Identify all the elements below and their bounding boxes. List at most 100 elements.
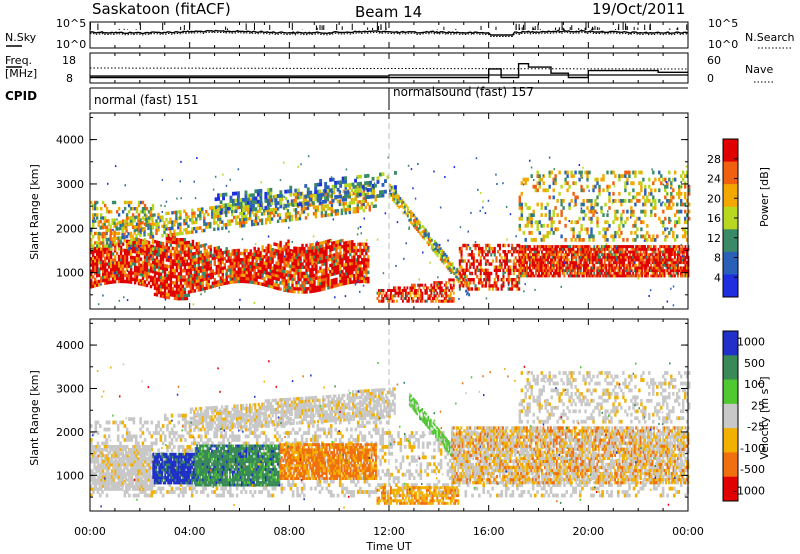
power-cell — [337, 270, 340, 275]
power-cell — [121, 234, 125, 239]
power-cell — [96, 255, 99, 259]
power-cell — [141, 228, 145, 233]
power-cell — [635, 263, 638, 267]
power-cell — [229, 268, 232, 272]
power-cell — [237, 251, 240, 256]
power-cell — [173, 293, 177, 297]
power-cell — [175, 284, 179, 288]
power-cell — [161, 245, 165, 249]
power-cell — [309, 283, 312, 288]
power-cell — [592, 188, 595, 193]
power-cell — [195, 248, 198, 252]
power-cell — [469, 281, 472, 285]
power-cell — [433, 286, 436, 290]
power-cell — [299, 284, 302, 288]
power-cell — [173, 223, 176, 227]
power-cell — [145, 277, 149, 281]
power-cell — [304, 201, 308, 206]
power-cell — [293, 271, 296, 275]
power-cell — [175, 259, 179, 263]
power-cell — [564, 177, 567, 182]
power-cell — [476, 259, 479, 263]
power-cell — [479, 259, 482, 263]
power-cell — [484, 281, 487, 285]
power-cell — [117, 261, 121, 265]
power-cell — [669, 271, 672, 275]
power-cell — [509, 271, 512, 276]
power-cell — [259, 192, 263, 197]
power-cell — [269, 259, 272, 264]
power-cell — [479, 256, 482, 260]
power-cell — [287, 251, 290, 256]
power-cell — [253, 262, 256, 266]
power-cell — [305, 249, 308, 254]
power-cell — [329, 248, 332, 252]
power-cell — [129, 249, 133, 253]
power-cell — [596, 177, 599, 182]
power-cell — [141, 264, 145, 268]
power-cell — [361, 276, 364, 280]
power-cell — [111, 231, 115, 236]
power-cell — [353, 274, 356, 278]
power-cell — [189, 274, 193, 278]
power-cell — [109, 249, 113, 253]
power-cell — [123, 207, 127, 211]
power-cell — [363, 245, 366, 249]
power-cell — [121, 273, 125, 277]
power-cell — [281, 275, 284, 279]
power-cell — [251, 252, 254, 256]
power-cell — [366, 188, 370, 192]
power-cell — [195, 217, 198, 221]
power-cell — [98, 261, 101, 265]
power-cell — [123, 264, 127, 268]
power-cell — [538, 250, 540, 254]
power-cell — [219, 276, 222, 280]
power-cell — [197, 279, 200, 283]
power-cell — [105, 250, 109, 254]
power-cell — [297, 249, 300, 254]
power-cell — [590, 220, 593, 225]
power-cell — [94, 249, 97, 254]
power-cell — [289, 267, 292, 272]
power-cell — [330, 194, 334, 198]
power-cell — [133, 265, 137, 269]
power-cell — [201, 281, 204, 285]
power-cell — [94, 277, 97, 282]
power-cell — [299, 277, 302, 282]
power-cell — [285, 248, 288, 252]
power-cell — [293, 258, 296, 263]
power-cell — [197, 248, 200, 252]
power-cell — [299, 246, 302, 251]
power-cell — [324, 189, 328, 193]
power-cell — [287, 282, 290, 287]
power-cell — [562, 199, 565, 203]
power-cell — [313, 252, 316, 256]
power-cell — [247, 270, 250, 275]
power-cell — [269, 284, 272, 289]
power-cell — [245, 220, 248, 224]
power-cell — [159, 250, 163, 255]
power-cell — [102, 247, 105, 252]
power-cell — [317, 248, 320, 252]
power-cell — [237, 255, 240, 259]
power-cell — [293, 268, 296, 272]
power-cell — [284, 218, 288, 223]
power-cell — [348, 207, 351, 211]
power-cell — [92, 284, 95, 288]
power-cell — [277, 243, 280, 247]
power-cell — [161, 242, 165, 246]
power-cell — [553, 266, 555, 270]
power-cell — [173, 281, 177, 285]
power-cell — [197, 282, 200, 286]
power-cell — [143, 222, 147, 226]
power-cell — [593, 269, 596, 273]
power-cell — [195, 229, 198, 234]
power-cell — [355, 270, 358, 275]
power-cell — [171, 268, 175, 272]
power-cell — [165, 286, 169, 290]
power-cell — [674, 274, 676, 278]
power-cell — [600, 261, 603, 265]
power-cell — [237, 258, 240, 262]
cpid-panel: CPID normal (fast) 151 normalsound (fast… — [5, 85, 688, 110]
power-cell — [247, 258, 250, 262]
